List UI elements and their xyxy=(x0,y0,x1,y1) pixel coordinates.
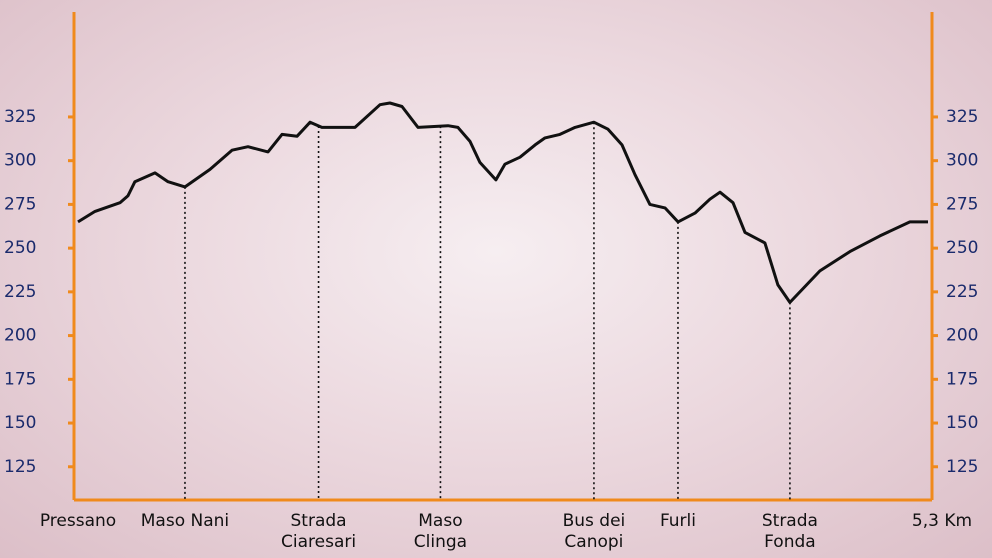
y2-tick-label: 300 xyxy=(946,151,978,171)
elevation-line xyxy=(77,101,928,304)
waypoint-label: Maso Clinga xyxy=(413,511,468,552)
waypoint-label: Strada Ciaresari xyxy=(281,511,357,552)
waypoint-label: Strada Fonda xyxy=(761,511,818,552)
y-tick-label: 325 xyxy=(4,107,36,127)
y2-tick-label: 175 xyxy=(946,369,978,389)
y-tick-label: 225 xyxy=(4,282,36,302)
y-tick-label: 250 xyxy=(4,238,36,258)
y-tick-label: 125 xyxy=(4,457,36,477)
y-tick-label: 150 xyxy=(4,413,36,433)
y2-tick-label: 200 xyxy=(946,326,978,346)
y-tick-label: 275 xyxy=(4,194,36,214)
end-label: 5,3 Km xyxy=(911,511,973,531)
start-label: Pressano xyxy=(39,511,117,531)
y2-tick-label: 125 xyxy=(946,457,978,477)
waypoint-label: Bus dei Canopi xyxy=(562,511,626,552)
y-tick-label: 200 xyxy=(4,326,36,346)
y-tick-label: 300 xyxy=(4,151,36,171)
y2-tick-label: 150 xyxy=(946,413,978,433)
y2-tick-label: 275 xyxy=(946,194,978,214)
y2-tick-label: 225 xyxy=(946,282,978,302)
waypoint-label: Maso Nani xyxy=(140,511,230,531)
y-tick-label: 175 xyxy=(4,369,36,389)
waypoint-label: Furli xyxy=(659,511,696,531)
y2-tick-label: 250 xyxy=(946,238,978,258)
y2-tick-label: 325 xyxy=(946,107,978,127)
